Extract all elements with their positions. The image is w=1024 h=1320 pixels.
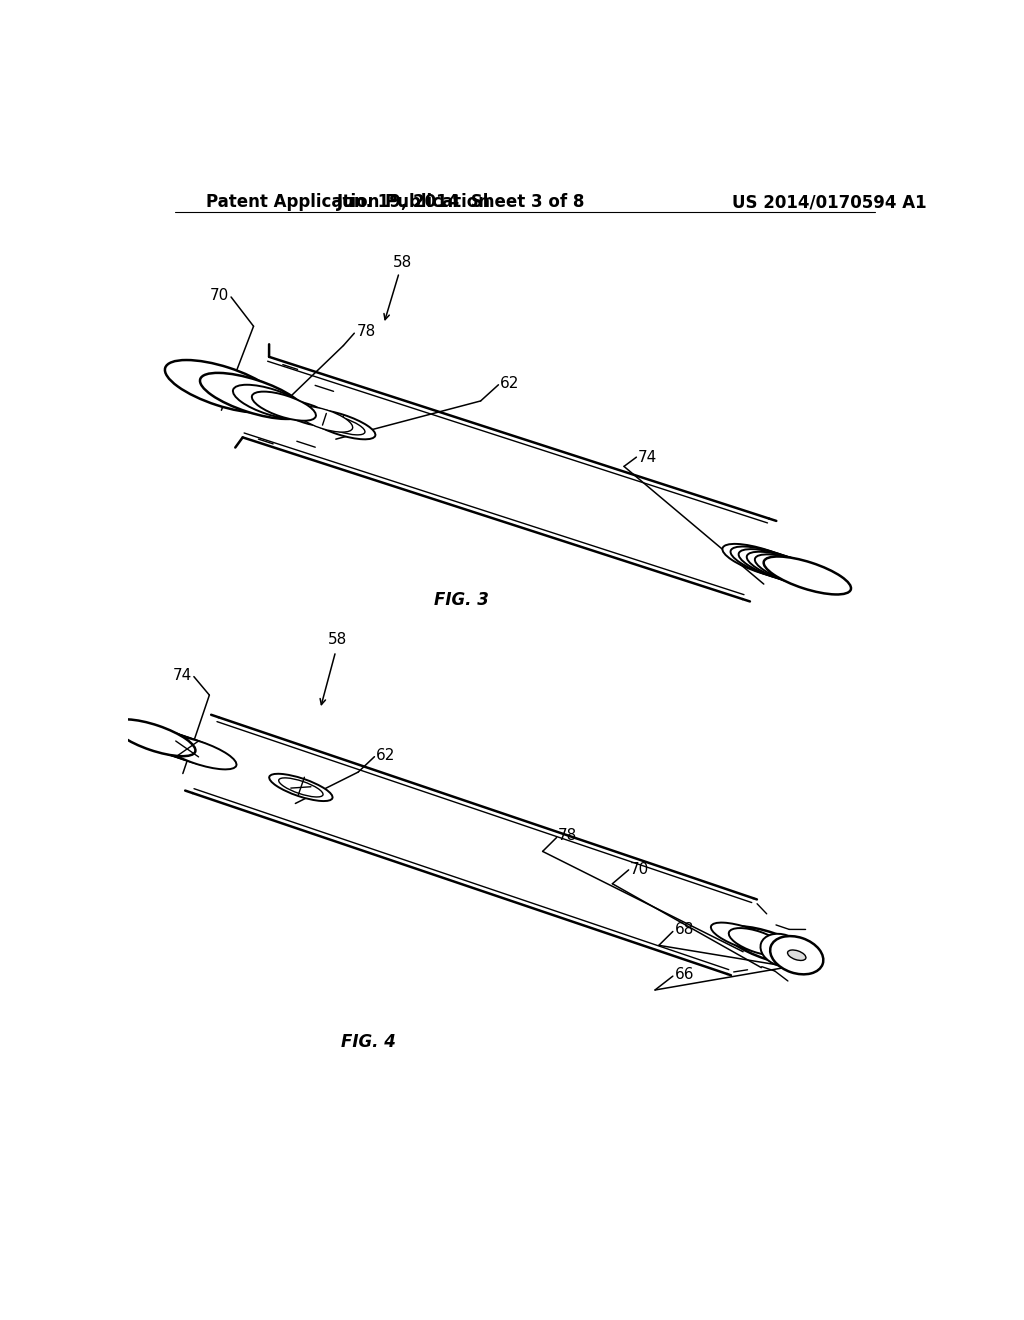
Text: US 2014/0170594 A1: US 2014/0170594 A1: [732, 193, 927, 211]
Text: 58: 58: [393, 255, 413, 269]
Ellipse shape: [725, 927, 812, 965]
Text: 62: 62: [500, 376, 519, 391]
Text: FIG. 3: FIG. 3: [434, 590, 488, 609]
Ellipse shape: [787, 950, 806, 961]
Ellipse shape: [764, 557, 851, 594]
Text: 66: 66: [675, 968, 694, 982]
Text: 74: 74: [638, 450, 657, 465]
Ellipse shape: [755, 554, 837, 589]
Ellipse shape: [738, 549, 820, 583]
Text: Patent Application Publication: Patent Application Publication: [206, 193, 489, 211]
Text: 62: 62: [376, 747, 395, 763]
Ellipse shape: [306, 409, 376, 440]
Ellipse shape: [113, 719, 196, 756]
Ellipse shape: [730, 546, 812, 581]
Ellipse shape: [143, 730, 220, 764]
Text: 68: 68: [675, 923, 693, 937]
Text: 58: 58: [328, 632, 347, 647]
Text: 74: 74: [172, 668, 191, 684]
Ellipse shape: [200, 372, 304, 418]
Ellipse shape: [722, 544, 804, 578]
Ellipse shape: [252, 392, 316, 421]
Text: 78: 78: [356, 325, 376, 339]
Text: Jun. 19, 2014  Sheet 3 of 8: Jun. 19, 2014 Sheet 3 of 8: [337, 193, 586, 211]
Ellipse shape: [761, 933, 804, 966]
Ellipse shape: [160, 737, 237, 770]
Ellipse shape: [135, 727, 212, 762]
Ellipse shape: [269, 774, 333, 801]
Ellipse shape: [165, 360, 281, 413]
Ellipse shape: [770, 936, 823, 974]
Ellipse shape: [278, 400, 334, 426]
Ellipse shape: [152, 733, 228, 767]
Ellipse shape: [746, 552, 828, 586]
Ellipse shape: [296, 407, 352, 432]
Text: FIG. 4: FIG. 4: [341, 1034, 395, 1051]
Ellipse shape: [316, 414, 365, 434]
Text: 70: 70: [630, 862, 649, 876]
Ellipse shape: [232, 384, 308, 418]
Ellipse shape: [729, 928, 785, 956]
Ellipse shape: [711, 923, 780, 953]
Ellipse shape: [128, 725, 204, 759]
Ellipse shape: [279, 777, 323, 797]
Text: 70: 70: [210, 288, 228, 304]
Text: 78: 78: [558, 829, 578, 843]
